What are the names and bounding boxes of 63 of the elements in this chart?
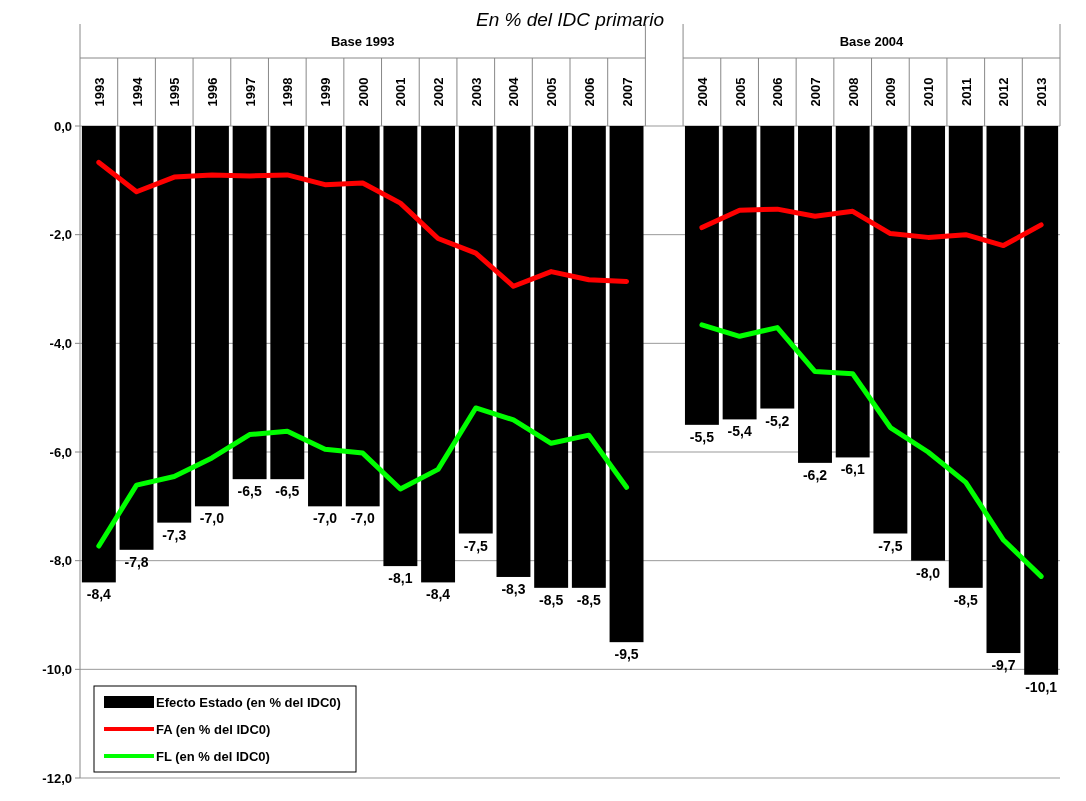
data-label: -7,0 — [199, 510, 225, 527]
data-label: -8,4 — [86, 586, 112, 603]
x-tick-label: 2010 — [921, 77, 937, 107]
data-label: -6,1 — [840, 461, 865, 478]
legend-label: Efecto Estado (en % del IDC0) — [156, 694, 341, 710]
data-label: -7,0 — [312, 510, 338, 527]
x-tick-label: 2007 — [619, 77, 635, 107]
x-tick-label: 2007 — [808, 77, 823, 107]
data-label: -8,0 — [916, 564, 941, 581]
data-label: -7,0 — [350, 510, 375, 527]
y-tick-label: -4,0 — [49, 335, 72, 351]
x-tick-label: 1993 — [91, 77, 107, 107]
x-tick-label: 2013 — [1034, 77, 1050, 107]
y-tick-label: 0,0 — [53, 118, 72, 134]
y-tick-label: -6,0 — [49, 444, 72, 460]
data-label: -6,5 — [275, 483, 300, 500]
x-tick-label: 1994 — [129, 76, 145, 107]
data-label: -7,5 — [463, 537, 489, 554]
data-label: -5,5 — [689, 428, 715, 445]
data-label: -8,5 — [539, 591, 564, 608]
x-tick-label: 2001 — [393, 77, 409, 107]
text: Base 2004 — [839, 34, 905, 49]
data-label: -7,3 — [162, 526, 187, 543]
y-tick-label: -10,0 — [42, 661, 72, 677]
data-label: -8,1 — [388, 570, 413, 587]
x-tick-label: 2006 — [770, 77, 786, 107]
x-tick-label: 2008 — [845, 77, 861, 107]
data-label: -8,3 — [501, 580, 526, 597]
x-tick-label: 1999 — [318, 77, 333, 107]
y-tick-label: -2,0 — [49, 227, 72, 243]
x-tick-label: 1997 — [242, 77, 258, 107]
x-tick-label: 1995 — [167, 77, 183, 107]
x-tick-label: 2005 — [544, 77, 560, 107]
data-label: -10,1 — [1025, 678, 1058, 695]
data-label: -8,5 — [953, 591, 979, 608]
data-label: -8,5 — [576, 591, 602, 608]
x-tick-label: 2002 — [431, 77, 447, 107]
data-label: -5,4 — [727, 423, 752, 440]
y-tick-label: -8,0 — [49, 553, 72, 569]
x-tick-label: 2003 — [468, 77, 484, 107]
legend-label: FA (en % del IDC0) — [156, 721, 271, 737]
chart-title: En % del IDC primario — [476, 9, 664, 30]
data-label: -6,2 — [802, 466, 828, 483]
data-label: -8,4 — [426, 586, 451, 603]
y-tick-label: -12,0 — [42, 770, 72, 786]
legend-label: FL (en % del IDC0) — [156, 748, 270, 764]
x-tick-label: 2012 — [996, 77, 1012, 107]
x-tick-label: 2009 — [883, 77, 899, 107]
data-label: -7,5 — [878, 537, 903, 554]
data-label: -5,2 — [765, 412, 790, 429]
x-tick-label: 1998 — [280, 77, 296, 107]
data-label: -7,8 — [124, 553, 149, 570]
data-label: -9,7 — [991, 657, 1016, 674]
data-label: -9,5 — [614, 646, 639, 663]
x-tick-label: 2011 — [958, 77, 974, 107]
x-tick-label: 2004 — [506, 76, 522, 107]
x-tick-label: 2006 — [581, 77, 597, 107]
x-tick-label: 2004 — [694, 76, 710, 107]
data-label: -6,5 — [237, 483, 262, 500]
x-tick-label: 2000 — [355, 77, 371, 107]
x-tick-label: 1996 — [204, 77, 220, 107]
text: Base 1993 — [330, 34, 395, 49]
x-tick-label: 2005 — [732, 77, 748, 107]
